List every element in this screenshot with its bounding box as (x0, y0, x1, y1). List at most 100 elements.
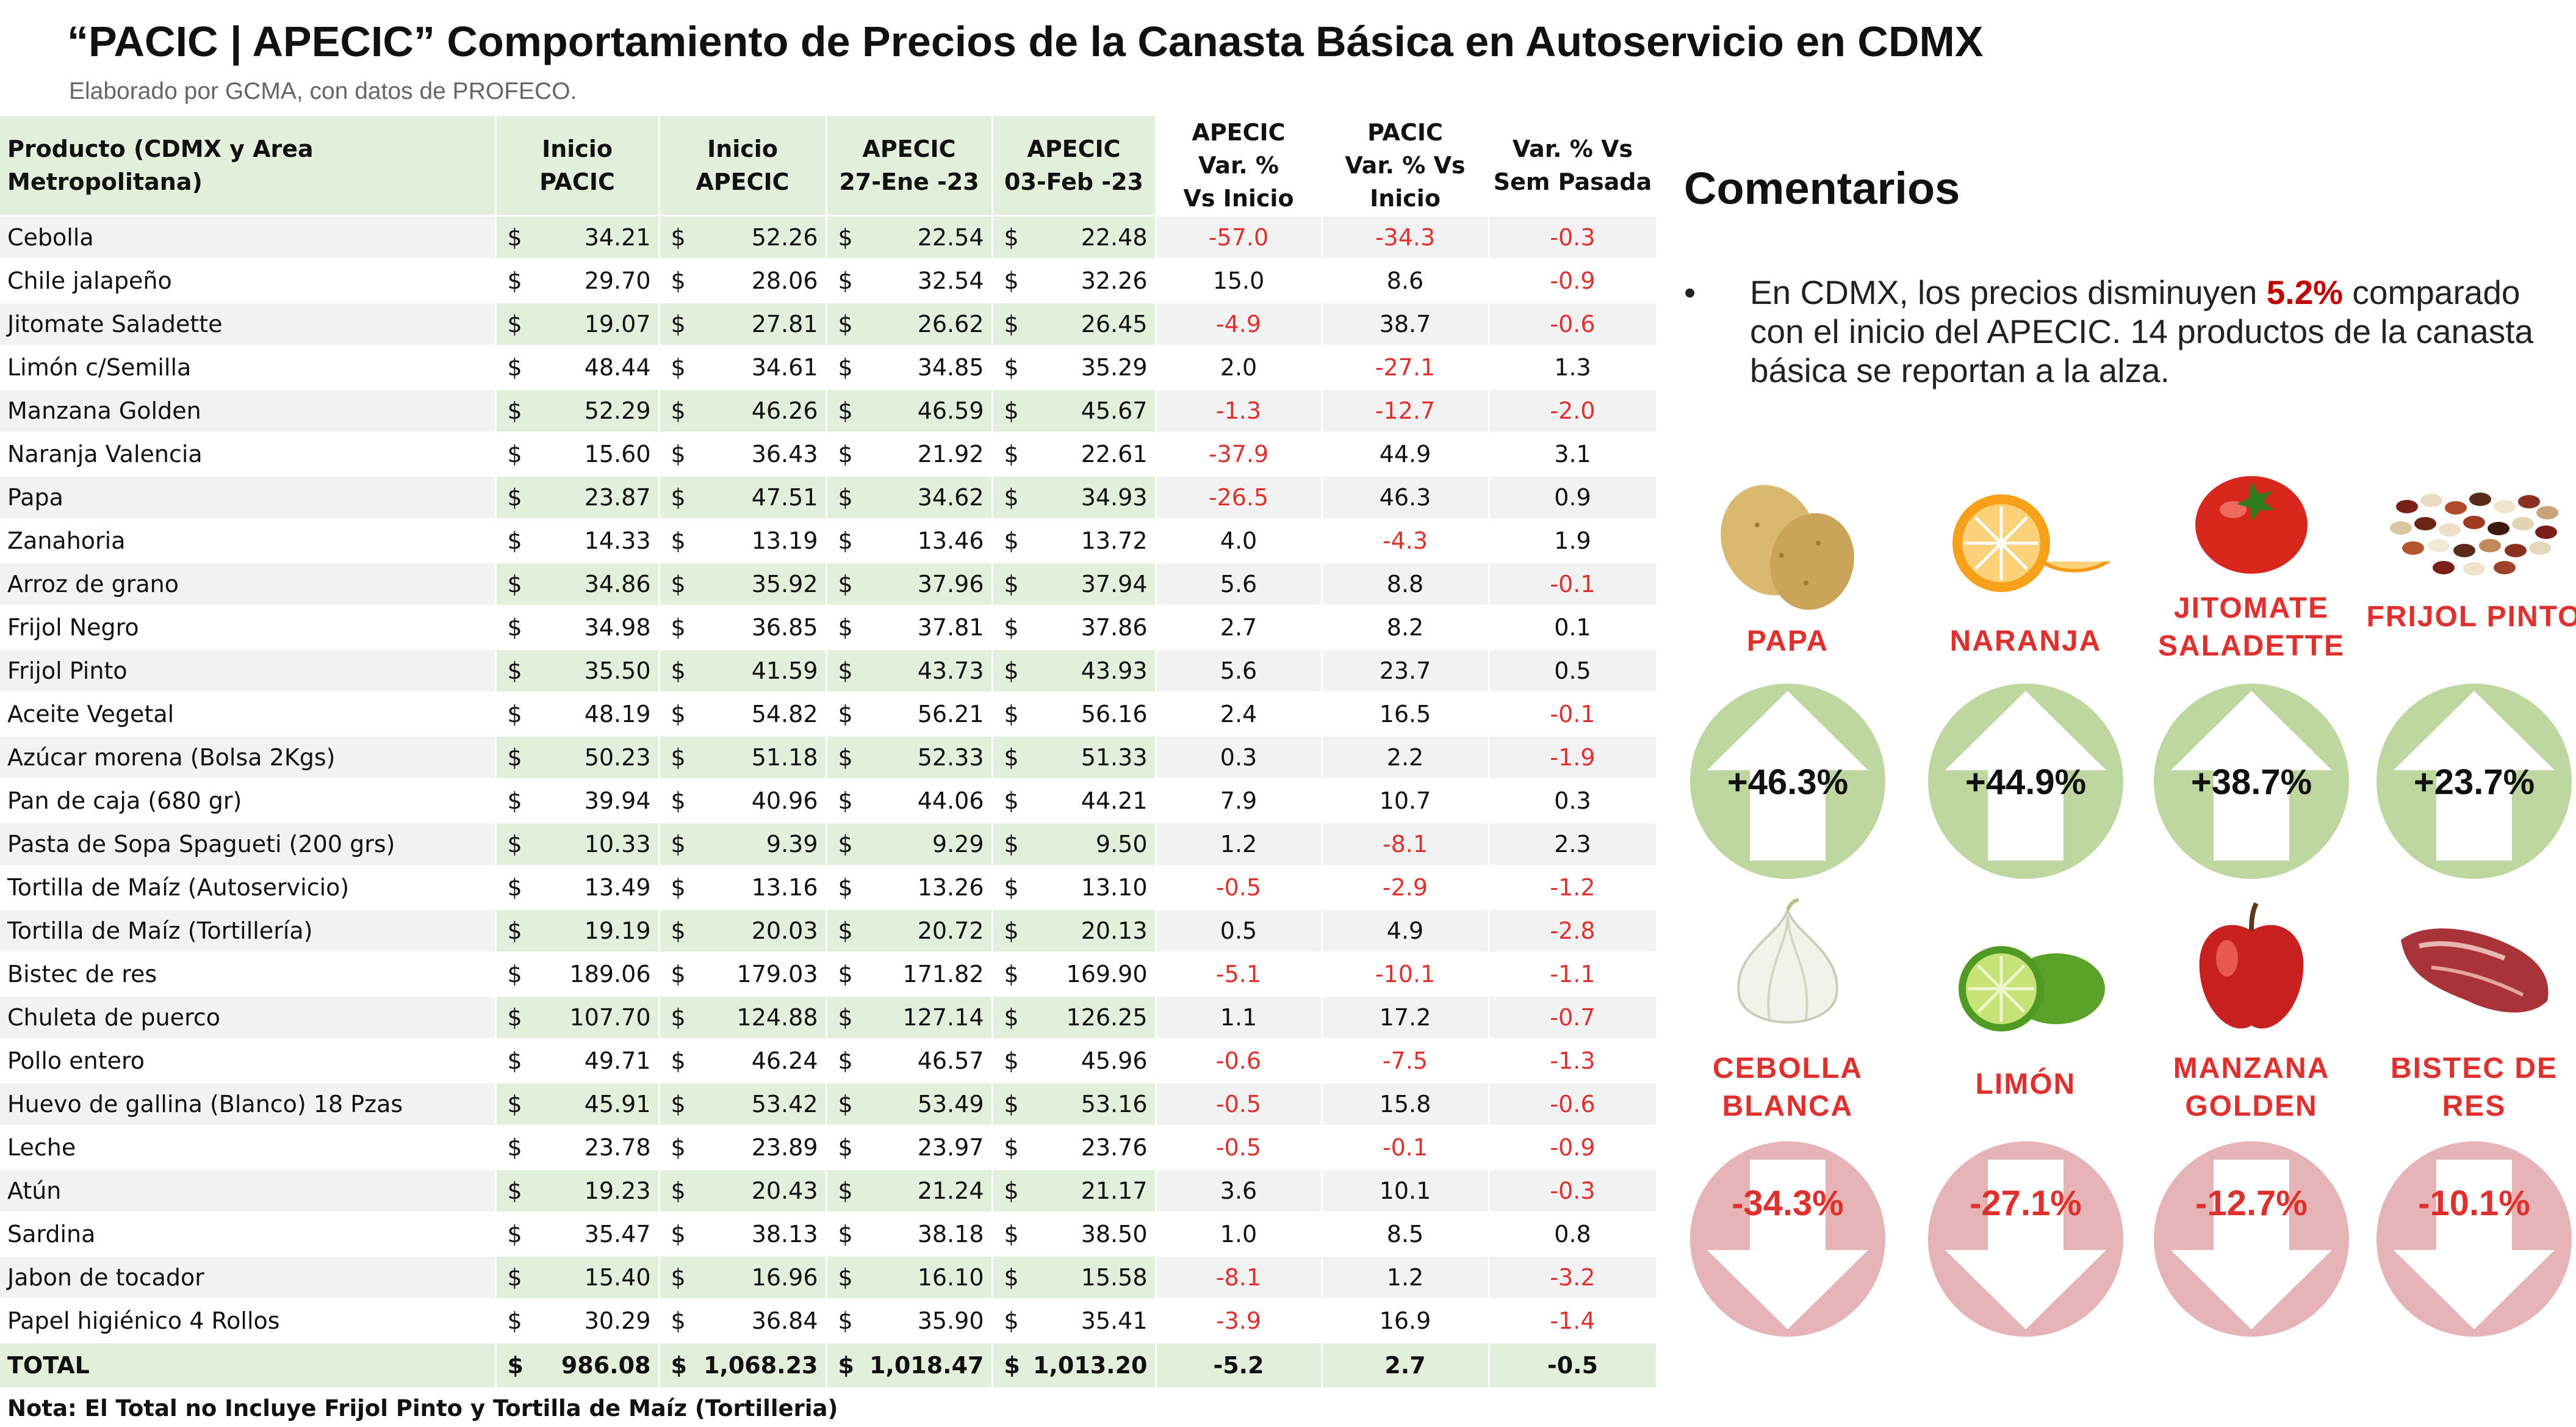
product-cell: Azúcar morena (Bolsa 2Kgs) (0, 735, 497, 779)
card-circle: -27.1% (1928, 1141, 2123, 1337)
price-cell: 13.19 (659, 518, 827, 563)
percent-cell: 0.3 (1156, 735, 1323, 779)
percent-cell: 0.8 (1489, 1212, 1658, 1256)
price-cell: 21.92 (826, 432, 993, 476)
percent-cell: -0.7 (1489, 995, 1658, 1039)
percent-cell: 38.7 (1322, 302, 1490, 346)
price-cell: 21.17 (992, 1168, 1157, 1213)
price-cell: 46.57 (826, 1038, 993, 1083)
price-cell: 1,018.47 (826, 1342, 993, 1387)
price-cell: 171.82 (826, 952, 993, 996)
product-cell: Jitomate Saladette (0, 302, 497, 346)
percent-cell: 5.6 (1156, 562, 1323, 606)
table-row: Pan de caja (680 gr)39.9440.9644.0644.21… (0, 778, 1658, 823)
product-cell: Chuleta de puerco (0, 995, 497, 1039)
percent-cell: -0.1 (1489, 692, 1658, 736)
table-row: Cebolla34.2152.2622.5422.48-57.0-34.3-0.… (0, 215, 1658, 259)
table-row: Atún19.2320.4321.2421.173.610.1-0.3 (0, 1168, 1658, 1213)
product-cell: Frijol Negro (0, 605, 497, 649)
card-value: +46.3% (1727, 762, 1849, 802)
header-var-semana: Var. % Vs Sem Pasada (1489, 116, 1658, 216)
percent-cell: 1.1 (1156, 995, 1323, 1039)
percent-cell: 2.0 (1156, 345, 1323, 389)
percent-cell: 8.8 (1322, 562, 1490, 606)
card-value: +44.9% (1965, 762, 2087, 802)
price-cell: 54.82 (659, 692, 827, 736)
price-cell: 34.93 (992, 475, 1157, 519)
price-cell: 30.29 (495, 1298, 660, 1343)
price-cell: 126.25 (992, 995, 1157, 1039)
percent-cell: -5.1 (1156, 952, 1323, 996)
percent-cell: 3.1 (1489, 432, 1658, 476)
price-cell: 20.13 (992, 908, 1157, 953)
card-circle: -10.1% (2376, 1141, 2572, 1337)
price-cell: 49.71 (495, 1038, 660, 1083)
table-row: Chile jalapeño29.7028.0632.5432.2615.08.… (0, 258, 1658, 303)
price-cell: 986.08 (495, 1342, 660, 1387)
beans-icon (2390, 493, 2558, 576)
price-cell: 23.78 (495, 1125, 660, 1169)
price-cell: 23.89 (659, 1125, 827, 1169)
table-row: Pasta de Sopa Spagueti (200 grs)10.339.3… (0, 822, 1658, 866)
product-cell: Tortilla de Maíz (Autoservicio) (0, 865, 497, 909)
price-cell: 34.62 (826, 475, 993, 519)
price-cell: 45.91 (495, 1082, 660, 1126)
price-cell: 169.90 (992, 952, 1157, 996)
price-cell: 38.50 (992, 1212, 1157, 1256)
price-cell: 20.43 (659, 1168, 827, 1213)
card-value: -27.1% (1970, 1183, 2082, 1223)
percent-cell: 10.7 (1322, 778, 1490, 823)
percent-cell: -0.1 (1322, 1125, 1490, 1169)
percent-cell: 15.8 (1322, 1082, 1490, 1126)
price-cell: 9.50 (992, 822, 1157, 866)
header-apecic-03-feb: APECIC 03-Feb -23 (992, 116, 1157, 216)
price-cell: 16.96 (659, 1255, 827, 1299)
price-cell: 124.88 (659, 995, 827, 1039)
product-cell: Jabon de tocador (0, 1255, 497, 1299)
price-cell: 22.48 (992, 215, 1157, 259)
percent-cell: 0.1 (1489, 605, 1658, 649)
percent-cell: -37.9 (1156, 432, 1323, 476)
product-cell: Naranja Valencia (0, 432, 497, 476)
percent-cell: 2.2 (1322, 735, 1490, 779)
price-cell: 19.07 (495, 302, 660, 346)
product-cell: Bistec de res (0, 952, 497, 996)
card-name: FRIJOL PINTO (2366, 601, 2576, 633)
percent-cell: -7.5 (1322, 1038, 1490, 1083)
comments-title: Comentarios (1684, 163, 1960, 214)
table-row: Aceite Vegetal48.1954.8256.2156.162.416.… (0, 692, 1658, 736)
product-cell: Pollo entero (0, 1038, 497, 1083)
price-cell: 19.23 (495, 1168, 660, 1213)
percent-cell: -0.5 (1489, 1342, 1658, 1387)
price-cell: 34.86 (495, 562, 660, 606)
percent-cell: -0.3 (1489, 1168, 1658, 1213)
table-row: Chuleta de puerco107.70124.88127.14126.2… (0, 995, 1658, 1039)
table-row: Frijol Negro34.9836.8537.8137.862.78.20.… (0, 605, 1658, 649)
price-cell: 52.26 (659, 215, 827, 259)
percent-cell: -0.5 (1156, 1082, 1323, 1126)
price-cell: 127.14 (826, 995, 993, 1039)
price-cell: 43.73 (826, 648, 993, 693)
percent-cell: -0.5 (1156, 1125, 1323, 1169)
percent-cell: 1.3 (1489, 345, 1658, 389)
price-cell: 21.24 (826, 1168, 993, 1213)
card-value: -12.7% (2195, 1183, 2308, 1223)
product-cell: Manzana Golden (0, 388, 497, 433)
percent-cell: -0.6 (1489, 1082, 1658, 1126)
price-cell: 53.49 (826, 1082, 993, 1126)
percent-cell: 0.5 (1489, 648, 1658, 693)
price-cell: 43.93 (992, 648, 1157, 693)
table-row: Papa23.8747.5134.6234.93-26.546.30.9 (0, 475, 1658, 519)
price-cell: 52.29 (495, 388, 660, 433)
price-cell: 35.92 (659, 562, 827, 606)
percent-cell: 8.6 (1322, 258, 1490, 303)
card-name: BISTEC DE RES (2390, 1052, 2558, 1122)
price-cell: 22.61 (992, 432, 1157, 476)
card-circle: +44.9% (1928, 684, 2123, 879)
percent-cell: -1.9 (1489, 735, 1658, 779)
price-cell: 51.33 (992, 735, 1157, 779)
product-cell: Huevo de gallina (Blanco) 18 Pzas (0, 1082, 497, 1126)
table-row: Leche23.7823.8923.9723.76-0.5-0.1-0.9 (0, 1125, 1658, 1169)
price-cell: 35.29 (992, 345, 1157, 389)
percent-cell: -0.1 (1489, 562, 1658, 606)
